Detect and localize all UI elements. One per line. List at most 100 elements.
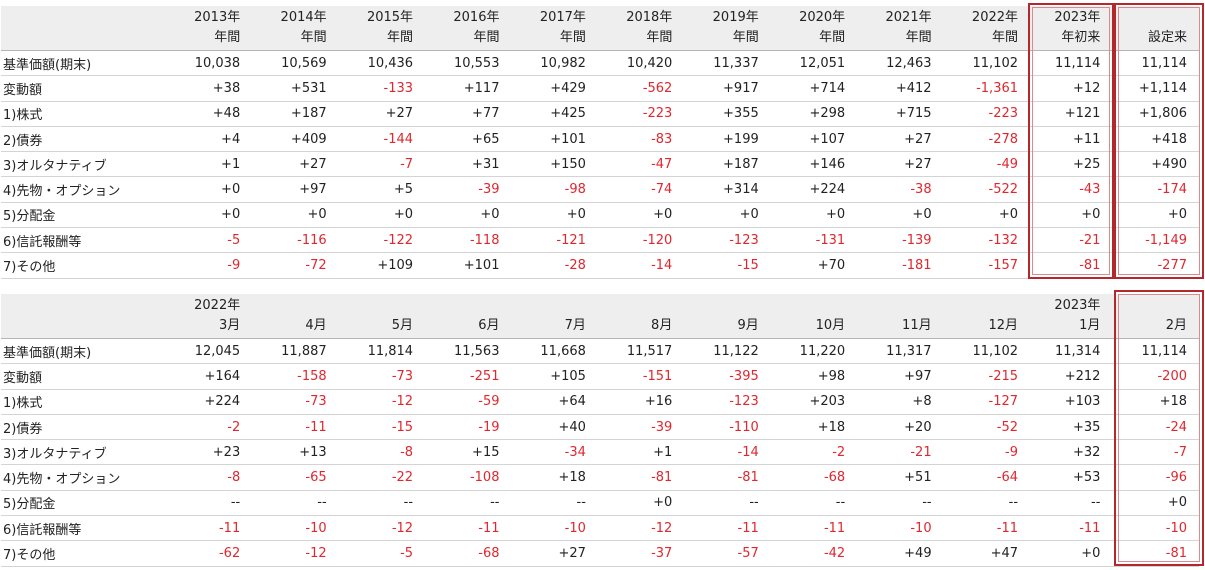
table-cell: +0	[1026, 540, 1113, 567]
table-row: 4)先物・オプション -8 -65 -22 -108 +18 -81 -81 -68 +51 -64…	[1, 464, 1199, 491]
table-cell: -132	[939, 227, 1027, 254]
column-header-period: 11月	[902, 318, 932, 333]
table-cell: 11,337	[680, 50, 767, 77]
row-label: 2)債券	[1, 126, 162, 153]
table-cell: -7	[1112, 439, 1199, 466]
table-cell: -81	[593, 464, 681, 491]
table-cell: +47	[939, 540, 1027, 567]
column-header: 2017年 年間	[507, 6, 594, 51]
column-header-year: 2022年	[194, 298, 241, 313]
table-row: 基準価額(期末) 10,038 10,569 10,436 10,553 10,982 10…	[1, 50, 1199, 77]
table-cell: 10,038	[161, 50, 249, 77]
table-cell: -181	[853, 252, 940, 279]
table-cell: -64	[939, 464, 1027, 491]
table-cell: +418	[1112, 126, 1199, 153]
row-label: 7)その他	[1, 540, 162, 567]
column-header-period: 3月	[218, 318, 241, 333]
table-row: 7)その他 -9 -72 +109 +101 -28 -14 -15 +70 -181 -157 -8…	[1, 252, 1199, 279]
monthly-header-row: 2022年 3月 4月 5月 6月 7月 8月 9月 10月 11月 12月 202…	[1, 294, 1199, 339]
table-cell: -131	[766, 227, 854, 254]
table-cell: -57	[680, 540, 767, 567]
table-cell: --	[421, 490, 508, 517]
table-cell: +0	[1112, 202, 1199, 229]
table-cell: +0	[161, 202, 249, 229]
table-cell: +31	[421, 151, 508, 178]
table-cell: 11,314	[1026, 338, 1113, 365]
table-cell: -522	[939, 176, 1027, 203]
table-cell: +121	[1026, 101, 1113, 127]
column-header-year: 2021年	[885, 10, 932, 25]
column-header-period: 年間	[473, 30, 500, 45]
table-cell: -42	[766, 540, 854, 567]
table-cell: +1	[161, 151, 249, 178]
column-header: 6月	[421, 294, 508, 339]
row-label: 3)オルタナティブ	[1, 151, 162, 178]
table-cell: -5	[334, 540, 422, 567]
column-header-period: 12月	[988, 318, 1019, 333]
row-label: 変動額	[1, 363, 162, 390]
table-cell: -120	[593, 227, 681, 254]
table-cell: -215	[939, 363, 1027, 390]
table-cell: -110	[680, 414, 767, 441]
table-cell: +298	[766, 101, 854, 127]
table-cell: +48	[161, 101, 249, 127]
table-cell: -68	[766, 464, 854, 491]
table-cell: +40	[507, 414, 594, 441]
table-cell: +199	[680, 126, 767, 153]
table-cell: -81	[1026, 252, 1113, 279]
table-cell: +0	[161, 176, 249, 203]
table-cell: +1,806	[1112, 101, 1199, 127]
table-row: 2)債券 +4 +409 -144 +65 +101 -83 +199 +107 +27 -278 +…	[1, 126, 1199, 153]
table-cell: +187	[248, 101, 335, 127]
table-cell: +27	[853, 126, 940, 153]
table-cell: -73	[248, 389, 335, 415]
column-header-year	[421, 296, 499, 316]
table-cell: +16	[593, 389, 681, 415]
table-cell: --	[766, 490, 854, 517]
table-cell: -74	[593, 176, 681, 203]
table-cell: 10,420	[593, 50, 681, 77]
table-cell: +27	[334, 101, 422, 127]
table-row: 5)分配金 +0 +0 +0 +0 +0 +0 +0 +0 +0 +0 +0 +0	[1, 202, 1199, 229]
table-cell: +105	[507, 363, 594, 390]
table-cell: -11	[161, 515, 249, 542]
table-cell: 11,814	[334, 338, 422, 365]
table-cell: -11	[766, 515, 854, 542]
table-cell: -157	[939, 252, 1027, 279]
column-header-period: 4月	[305, 318, 327, 333]
column-header-period: 年初来	[1061, 30, 1101, 45]
table-cell: 10,982	[507, 50, 594, 77]
table-cell: -251	[421, 363, 508, 390]
table-cell: -65	[248, 464, 335, 491]
table-cell: +146	[766, 151, 854, 178]
table-cell: +4	[161, 126, 249, 153]
table-cell: +11	[1026, 126, 1113, 153]
table-cell: 11,668	[507, 338, 594, 365]
column-header-period: 9月	[737, 318, 759, 333]
row-label: 6)信託報酬等	[1, 515, 162, 542]
column-header-year: 2022年	[971, 10, 1019, 25]
column-header: 設定来	[1112, 6, 1199, 51]
row-label: 3)オルタナティブ	[1, 439, 162, 466]
table-cell: -133	[334, 75, 422, 102]
table-cell: +0	[939, 202, 1027, 229]
table-cell: +49	[853, 540, 940, 567]
table-cell: -8	[161, 464, 249, 491]
table-cell: 11,122	[680, 338, 767, 365]
table-cell: -200	[1112, 363, 1199, 390]
table-cell: 10,569	[248, 50, 335, 77]
row-label: 基準価額(期末)	[1, 338, 162, 365]
table-cell: +12	[1026, 75, 1113, 102]
table-cell: 11,517	[593, 338, 681, 365]
table-cell: -59	[421, 389, 508, 415]
table-cell: +150	[507, 151, 594, 178]
table-cell: +1	[593, 439, 681, 466]
table-cell: -39	[593, 414, 681, 441]
table-row: 3)オルタナティブ +23 +13 -8 +15 -34 +1 -14 -2 -21 -9 +32 -7	[1, 439, 1199, 466]
column-header: 2月	[1112, 294, 1199, 339]
table-row: 2)債券 -2 -11 -15 -19 +40 -39 -110 +18 +20 -52 +35 -24	[1, 414, 1199, 441]
table-cell: +0	[421, 202, 508, 229]
table-cell: +18	[766, 414, 854, 441]
table-cell: +425	[507, 101, 594, 127]
row-label: 4)先物・オプション	[1, 176, 162, 203]
